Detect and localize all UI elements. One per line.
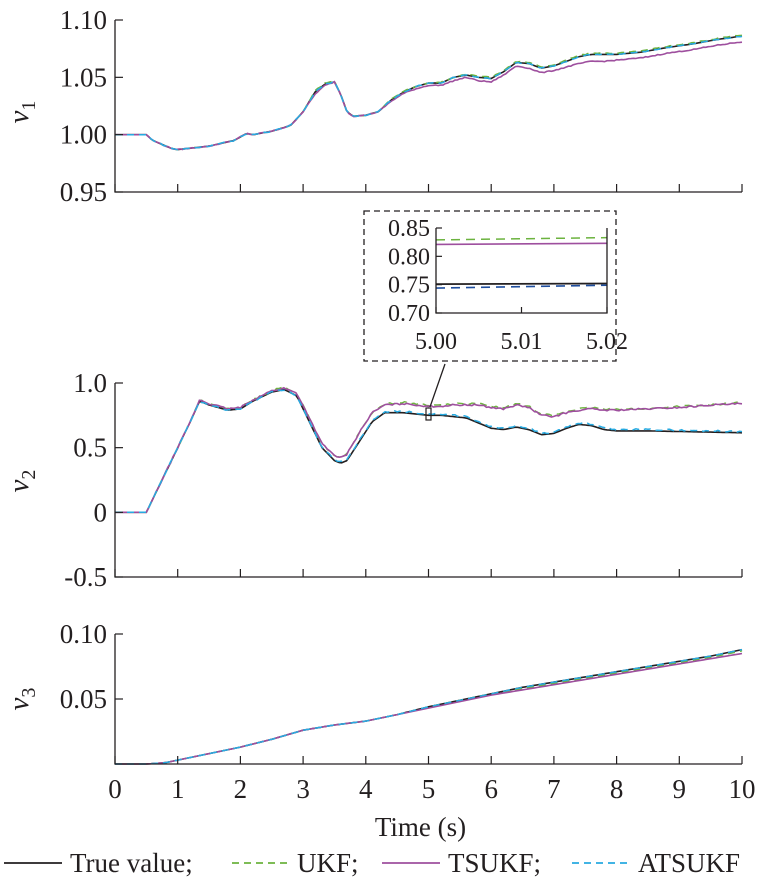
inset-y-tick-label: 0.80	[388, 244, 430, 270]
y-axis-title-symbol: v	[3, 697, 35, 710]
legend-label-0: True value;	[70, 848, 193, 878]
x-tick-label: 0	[108, 774, 122, 804]
legend-label-2: TSUKF;	[448, 848, 541, 878]
series-line-atsukf	[115, 389, 743, 514]
y-tick-label: 0.5	[73, 433, 107, 463]
inset-y-tick-label: 0.75	[388, 273, 430, 299]
y-axis-title-subscript: 1	[18, 101, 40, 111]
y-tick-label: 1.05	[60, 62, 107, 92]
series-line-true-value	[115, 388, 743, 514]
series-line-true-value	[115, 35, 743, 151]
inset-x-tick-label: 5.00	[415, 329, 457, 355]
y-axis-title-symbol: v	[3, 479, 35, 492]
y-axis-title-subscript: 2	[18, 470, 40, 480]
inset-series-tsukf	[435, 242, 608, 246]
x-axis-title: Time (s)	[375, 812, 466, 842]
panel-v1: 0.95 1.00 1.05 1.10 v1	[3, 5, 743, 207]
series-line-tsukf	[115, 386, 743, 514]
series-line-tsukf	[115, 41, 743, 151]
x-tick-label: 7	[547, 774, 561, 804]
y-axis-title-subscript: 3	[18, 688, 40, 698]
series-line-tsukf	[115, 652, 743, 765]
legend-label-1: UKF;	[297, 848, 359, 878]
y-tick-label: -0.5	[64, 562, 107, 592]
y-tick-label: 1.10	[60, 5, 107, 35]
y-axis-title-symbol: v	[3, 110, 35, 123]
y-tick-label: 0.10	[60, 619, 107, 649]
x-tick-label: 3	[296, 774, 310, 804]
axis-lines	[114, 20, 742, 193]
inset-y-tick-label: 0.70	[388, 301, 430, 327]
x-tick-label: 8	[610, 774, 624, 804]
inset-x-tick-label: 5.01	[501, 329, 543, 355]
zoom-marker	[425, 407, 432, 421]
inset-series-atsukf	[435, 284, 608, 289]
inset-x-tick-label: 5.02	[586, 329, 628, 355]
inset-series-ukf	[435, 236, 608, 241]
y-tick-label: 1.00	[60, 120, 107, 150]
plot-panels: 0.951.001.051.10v1-0.500.51.0v20.050.100…	[3, 5, 756, 842]
legend-label-3: ATSUKF	[638, 848, 740, 878]
zoom-leader-line	[429, 363, 446, 408]
zoom-inset: 0.700.75 0.800.85 5.00 5.01 5.02	[363, 210, 628, 421]
x-tick-label: 6	[484, 774, 498, 804]
panel-v2: -0.5 0 0.5 1.0 v2	[3, 368, 743, 592]
legend: True value; UKF; TSUKF; ATSUKF	[4, 848, 740, 878]
series-line-ukf	[115, 34, 743, 151]
x-tick-label: 10	[729, 774, 756, 804]
axis-lines	[114, 383, 742, 578]
y-axis-title: v1	[3, 101, 40, 124]
inset-frame	[363, 210, 617, 362]
y-tick-label: 1.0	[73, 368, 107, 398]
series-line-atsukf	[115, 648, 743, 765]
y-axis-title: v2	[3, 470, 40, 493]
x-tick-label: 2	[234, 774, 248, 804]
inset-y-tick-label: 0.85	[388, 216, 430, 242]
x-tick-label: 1	[171, 774, 185, 804]
axis-lines	[114, 634, 742, 765]
y-tick-label: 0.05	[60, 684, 107, 714]
x-tick-label: 9	[673, 774, 687, 804]
y-tick-label: 0	[94, 497, 108, 527]
inset-series-true-value	[435, 282, 608, 286]
y-tick-label: 0.95	[60, 177, 107, 207]
y-axis-title: v3	[3, 688, 40, 711]
series-line-atsukf	[115, 35, 743, 151]
series-line-ukf	[115, 650, 743, 765]
x-tick-label: 5	[422, 774, 436, 804]
x-tick-label: 4	[359, 774, 373, 804]
